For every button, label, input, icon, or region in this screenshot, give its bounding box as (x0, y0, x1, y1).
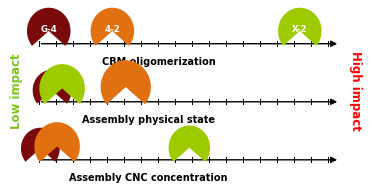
Text: CBM oligomerization: CBM oligomerization (102, 57, 216, 67)
Polygon shape (39, 64, 85, 104)
Text: High impact: High impact (349, 51, 362, 131)
Text: X-2: X-2 (292, 25, 308, 34)
Polygon shape (278, 8, 321, 46)
Polygon shape (101, 60, 151, 104)
Text: G-4: G-4 (40, 25, 57, 34)
Polygon shape (34, 122, 80, 162)
Polygon shape (169, 125, 210, 162)
Text: Low impact: Low impact (10, 53, 23, 129)
Polygon shape (33, 70, 71, 104)
Text: 4-2: 4-2 (105, 25, 120, 34)
Text: Assembly CNC concentration: Assembly CNC concentration (69, 173, 227, 183)
Polygon shape (27, 8, 70, 46)
Text: Assembly physical state: Assembly physical state (82, 115, 215, 125)
Polygon shape (91, 8, 134, 46)
Polygon shape (21, 128, 60, 162)
